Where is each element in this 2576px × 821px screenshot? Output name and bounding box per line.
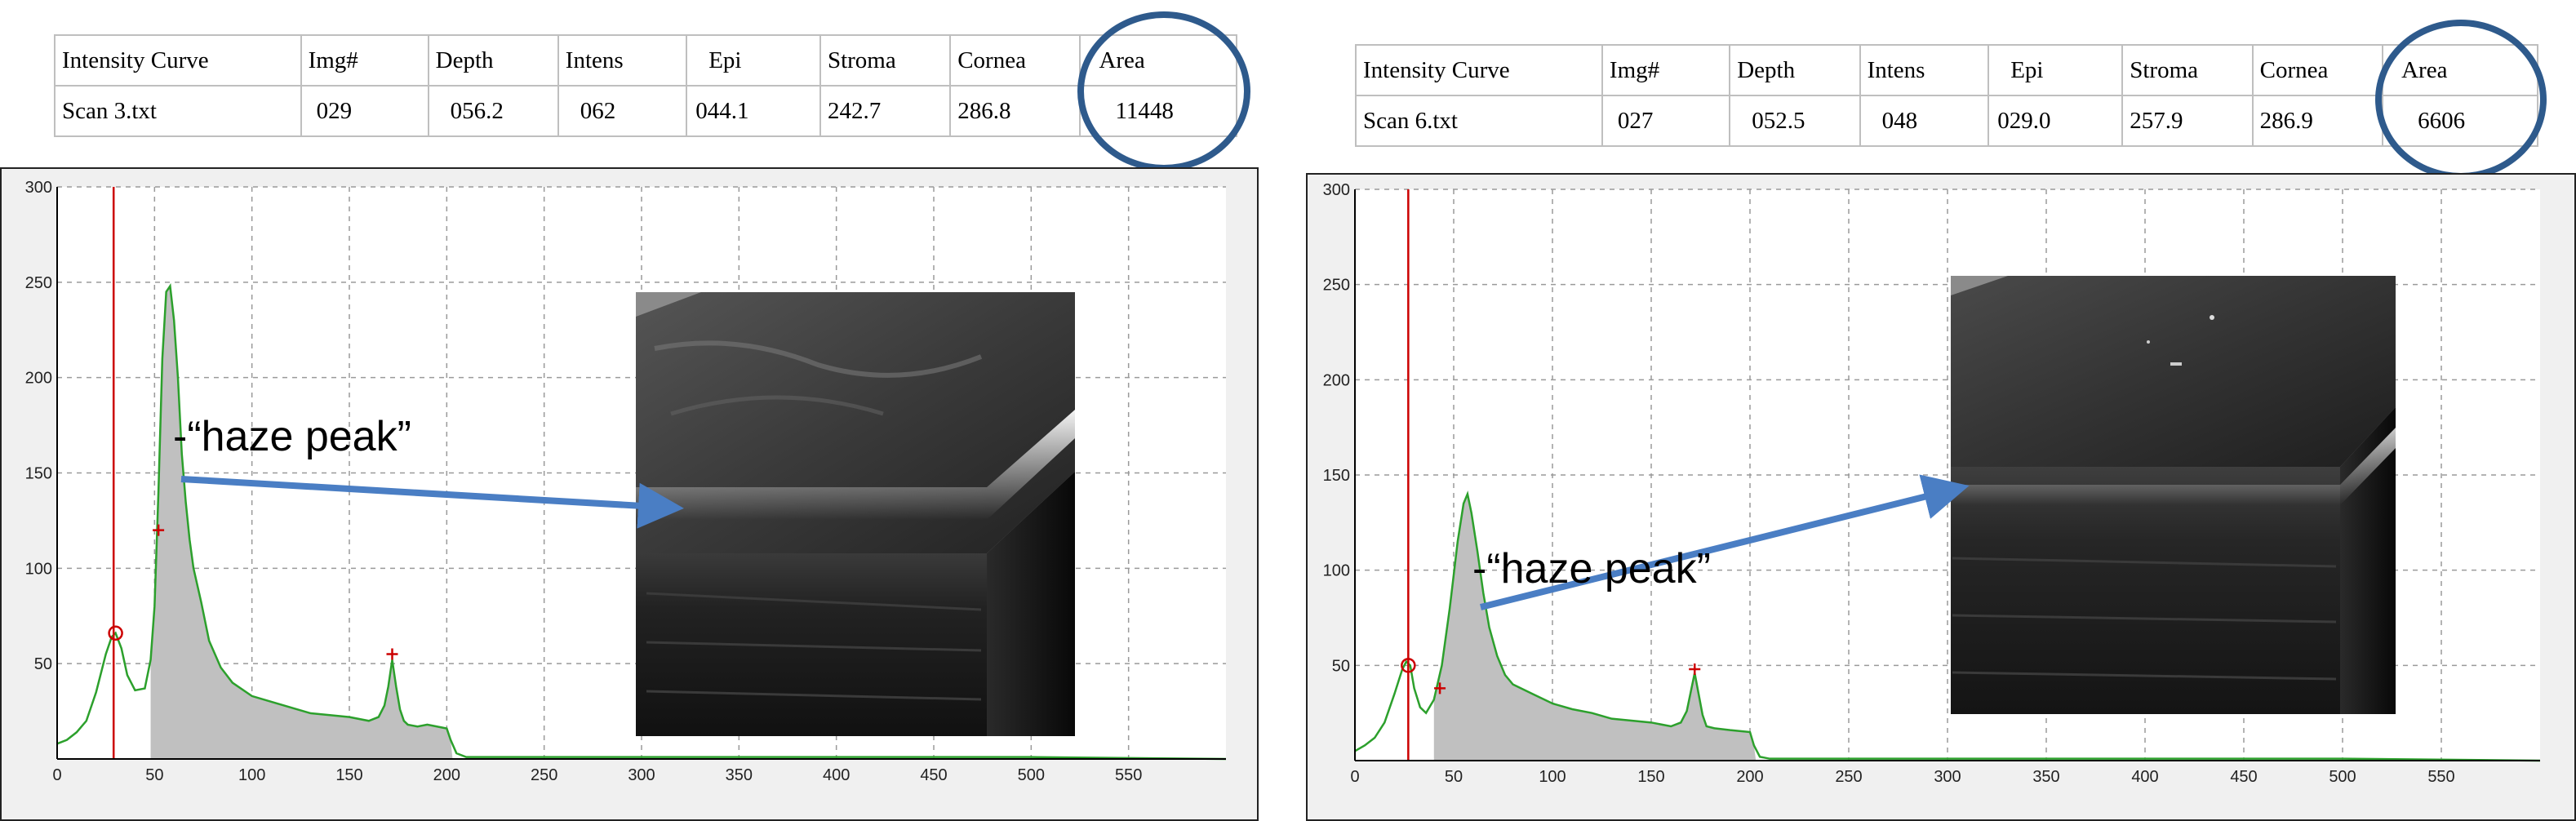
x-tick-label: 250 — [531, 766, 557, 784]
shaded-area — [1433, 494, 1757, 761]
x-tick-label: 250 — [1835, 768, 1862, 786]
x-tick-label: 400 — [823, 766, 850, 784]
intensity-chart: 0 50 100 150 200 250 300 350 400 450 500 550 50 100 15… — [25, 179, 1227, 784]
x-tick-label: 0 — [1350, 768, 1359, 786]
x-tick-label: 200 — [433, 766, 460, 784]
y-tick-label: 50 — [1332, 657, 1350, 675]
y-tick-label: 100 — [1323, 562, 1350, 580]
haze-peak-annotation: -“haze peak” — [173, 413, 411, 460]
chart-panel-left: Intensity Curve Img# Depth Intens Epi St… — [0, 0, 1259, 821]
chart-frame: 0 50 100 150 200 250 300 350 400 450 500 550 50 100 15… — [0, 167, 1259, 821]
haze-peak-arrow — [180, 476, 684, 529]
data-cell: 029.0 — [1988, 95, 2124, 147]
data-cell: 027 — [1601, 95, 1731, 147]
epi-marker — [1401, 658, 1416, 673]
y-tick-label: 50 — [34, 655, 52, 673]
peak-marker — [386, 648, 398, 660]
table-header-row: Intensity Curve Img# Depth Intens Epi St… — [54, 34, 1237, 87]
data-cell: 044.1 — [686, 85, 821, 137]
x-tick-label: 50 — [145, 766, 163, 784]
data-cell: 257.9 — [2121, 95, 2254, 147]
header-cell: Intens — [1859, 44, 1990, 96]
shaded-area — [150, 286, 453, 759]
header-cell: Cornea — [949, 34, 1081, 87]
y-tick-label: 300 — [25, 179, 52, 197]
x-tick-label: 100 — [1539, 768, 1566, 786]
table-header-row: Intensity Curve Img# Depth Intens Epi St… — [1355, 44, 2538, 96]
x-tick-label: 550 — [2427, 768, 2454, 786]
x-tick-label: 400 — [2131, 768, 2158, 786]
header-cell: Intens — [557, 34, 688, 87]
chart-frame: 0 50 100 150 200 250 300 350 400 450 500 550 50 100 15… — [1306, 173, 2576, 821]
header-cell: Stroma — [819, 34, 952, 87]
y-tick-label: 300 — [1323, 181, 1350, 199]
y-tick-label: 250 — [1323, 277, 1350, 295]
header-cell: Depth — [427, 34, 559, 87]
data-cell: 062 — [557, 85, 688, 137]
x-tick-label: 300 — [628, 766, 655, 784]
x-tick-label: 450 — [920, 766, 947, 784]
x-tick-label: 450 — [2230, 768, 2257, 786]
scan-info-table: Intensity Curve Img# Depth Intens Epi St… — [1355, 44, 2538, 147]
y-tick-label: 200 — [1323, 371, 1350, 389]
data-cell: Scan 6.txt — [1355, 95, 1603, 147]
intensity-curve — [56, 283, 1227, 761]
x-tick-label: 200 — [1736, 768, 1763, 786]
x-tick-label: 350 — [2032, 768, 2059, 786]
chart-panel-right: Intensity Curve Img# Depth Intens Epi St… — [1306, 0, 2576, 821]
data-cell: 052.5 — [1729, 95, 1861, 147]
peak-marker — [153, 524, 165, 536]
area-highlight-circle — [1077, 11, 1250, 171]
x-tick-label: 500 — [2329, 768, 2356, 786]
y-tick-label: 200 — [25, 370, 52, 388]
scan-volume-image — [636, 292, 1075, 736]
scan-info-table: Intensity Curve Img# Depth Intens Epi St… — [54, 34, 1237, 137]
intensity-curve — [1354, 490, 2541, 762]
peak-marker — [1434, 682, 1446, 695]
x-tick-label: 350 — [726, 766, 753, 784]
x-tick-label: 550 — [1115, 766, 1142, 784]
epi-marker — [108, 625, 123, 641]
header-cell: Stroma — [2121, 44, 2254, 96]
y-tick-label: 100 — [25, 560, 52, 578]
x-tick-label: 500 — [1018, 766, 1045, 784]
table-row: Scan 3.txt 029 056.2 062 044.1 242.7 286… — [54, 85, 1237, 137]
peak-marker — [1689, 663, 1701, 675]
header-cell: Img# — [300, 34, 429, 87]
data-cell: 286.9 — [2251, 95, 2384, 147]
header-cell: Cornea — [2251, 44, 2384, 96]
y-tick-label: 150 — [1323, 467, 1350, 485]
header-cell: Depth — [1729, 44, 1861, 96]
area-highlight-circle — [2375, 20, 2547, 180]
header-cell: Intensity Curve — [1355, 44, 1603, 96]
header-cell: Intensity Curve — [54, 34, 302, 87]
data-cell: 286.8 — [949, 85, 1081, 137]
x-tick-label: 300 — [1934, 768, 1961, 786]
y-tick-label: 250 — [25, 274, 52, 292]
x-tick-label: 150 — [1637, 768, 1664, 786]
table-row: Scan 6.txt 027 052.5 048 029.0 257.9 286… — [1355, 95, 2538, 147]
haze-peak-annotation: -“haze peak” — [1472, 545, 1711, 592]
data-cell: 242.7 — [819, 85, 952, 137]
y-tick-label: 150 — [25, 465, 52, 483]
header-cell: Epi — [1988, 44, 2124, 96]
intensity-chart: 0 50 100 150 200 250 300 350 400 450 500 550 50 100 15… — [1323, 181, 2541, 786]
header-cell: Img# — [1601, 44, 1731, 96]
data-cell: Scan 3.txt — [54, 85, 302, 137]
data-cell: 029 — [300, 85, 429, 137]
x-tick-label: 150 — [335, 766, 362, 784]
header-cell: Epi — [686, 34, 821, 87]
haze-peak-arrow — [1480, 474, 1970, 610]
x-tick-label: 0 — [52, 766, 61, 784]
x-tick-label: 50 — [1445, 768, 1463, 786]
data-cell: 048 — [1859, 95, 1990, 147]
scan-volume-image — [1951, 276, 2396, 714]
x-tick-label: 100 — [238, 766, 265, 784]
data-cell: 056.2 — [427, 85, 559, 137]
